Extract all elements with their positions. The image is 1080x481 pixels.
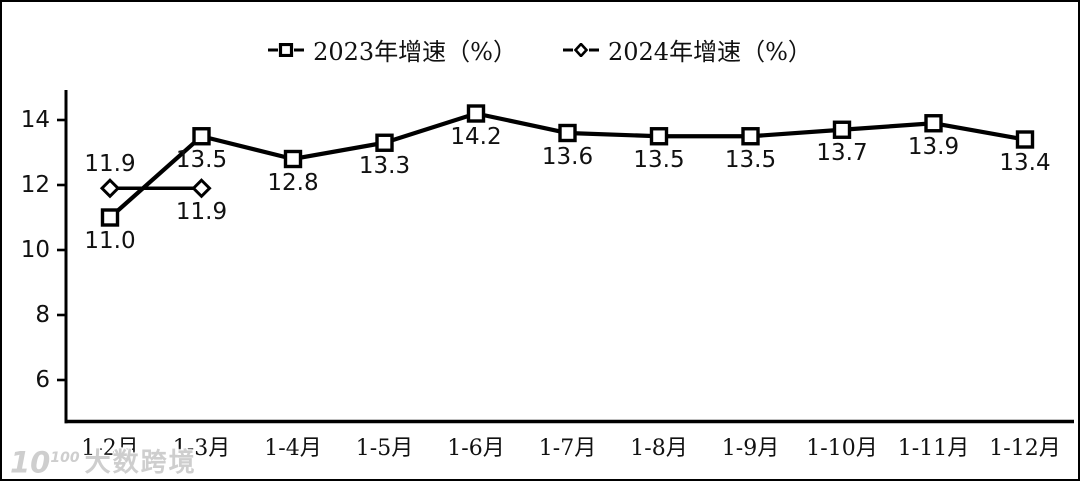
- legend-item-2024: 2024年增速（%）: [563, 32, 812, 67]
- watermark-logo: 10100: [10, 443, 80, 478]
- watermark-logo-base: 10: [10, 446, 51, 480]
- legend-square-glyph: [279, 42, 294, 57]
- data-point-square-marker: [375, 133, 394, 152]
- legend: 2023年增速（%） 2024年增速（%）: [2, 32, 1078, 67]
- data-point-square-marker: [192, 127, 211, 146]
- data-point-diamond-marker: [99, 178, 121, 199]
- legend-square-marker-icon: [268, 42, 305, 57]
- data-point-square-marker: [649, 127, 669, 146]
- data-point-square-marker: [100, 208, 120, 227]
- legend-label-2023: 2023年增速（%）: [313, 38, 517, 66]
- legend-diamond-glyph: [573, 42, 589, 57]
- data-point-square-marker: [832, 120, 852, 139]
- data-point-diamond-marker: [191, 178, 212, 199]
- data-point-square-marker: [558, 123, 577, 143]
- legend-label-2024: 2024年增速（%）: [608, 38, 812, 66]
- watermark-text: 大数跨境: [84, 448, 197, 478]
- legend-diamond-marker-icon: [563, 42, 599, 57]
- legend-item-2023: 2023年增速（%）: [268, 32, 517, 67]
- data-point-square-marker: [924, 114, 943, 133]
- data-point-square-marker: [466, 104, 486, 123]
- watermark-logo-exponent: 100: [50, 450, 80, 467]
- dashukuajing-watermark: 10100 大数跨境: [10, 443, 197, 478]
- data-point-square-marker: [283, 149, 303, 169]
- data-point-square-marker: [1015, 130, 1035, 149]
- data-point-square-marker: [741, 127, 760, 146]
